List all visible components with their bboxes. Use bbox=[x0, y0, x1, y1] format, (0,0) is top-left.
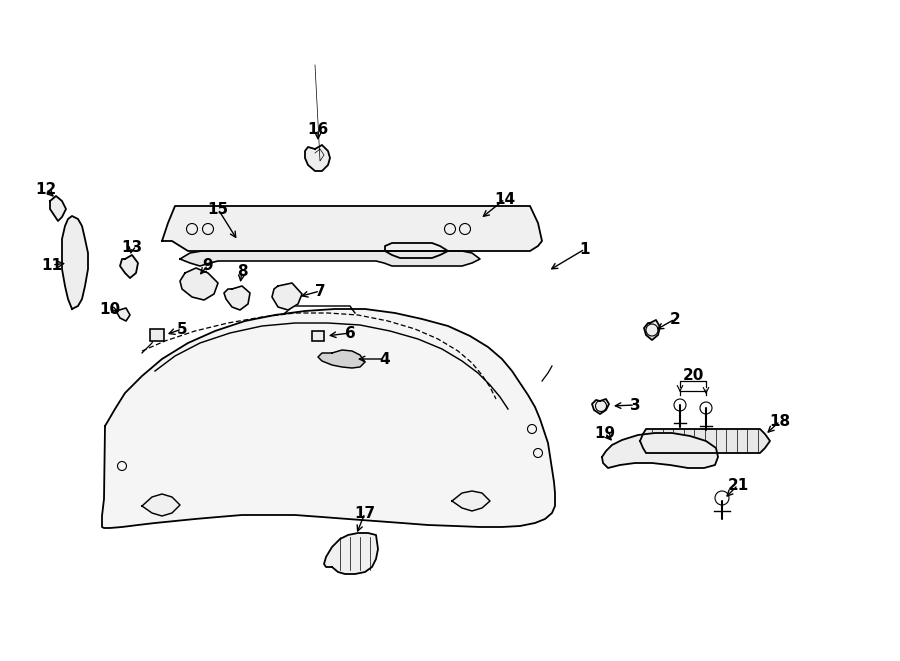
Polygon shape bbox=[324, 533, 378, 574]
Polygon shape bbox=[180, 251, 480, 266]
Polygon shape bbox=[102, 309, 555, 528]
Bar bbox=[150, 329, 164, 341]
Text: 16: 16 bbox=[308, 122, 328, 137]
Text: 5: 5 bbox=[176, 321, 187, 336]
Polygon shape bbox=[120, 255, 138, 278]
Polygon shape bbox=[602, 433, 718, 468]
Text: 20: 20 bbox=[682, 368, 704, 383]
Text: 9: 9 bbox=[202, 258, 213, 272]
Polygon shape bbox=[318, 350, 365, 368]
Text: 10: 10 bbox=[99, 301, 121, 317]
Polygon shape bbox=[452, 491, 490, 511]
Polygon shape bbox=[592, 399, 609, 414]
Text: 3: 3 bbox=[630, 397, 640, 412]
Text: 11: 11 bbox=[41, 258, 62, 272]
Text: 2: 2 bbox=[670, 311, 680, 327]
Text: 21: 21 bbox=[727, 477, 749, 492]
Text: 6: 6 bbox=[345, 325, 356, 340]
Text: 12: 12 bbox=[35, 182, 57, 196]
Polygon shape bbox=[62, 216, 88, 309]
Polygon shape bbox=[50, 196, 66, 221]
Text: 19: 19 bbox=[594, 426, 616, 440]
Polygon shape bbox=[644, 320, 660, 340]
Text: 13: 13 bbox=[122, 239, 142, 254]
Text: 14: 14 bbox=[494, 192, 516, 206]
Text: 4: 4 bbox=[380, 352, 391, 366]
Polygon shape bbox=[640, 429, 770, 453]
Text: 17: 17 bbox=[355, 506, 375, 520]
Text: 1: 1 bbox=[580, 241, 590, 256]
Text: 15: 15 bbox=[207, 202, 229, 217]
Polygon shape bbox=[116, 308, 130, 321]
Bar bbox=[312, 331, 324, 341]
Polygon shape bbox=[142, 494, 180, 516]
Polygon shape bbox=[272, 283, 302, 310]
Polygon shape bbox=[305, 145, 330, 171]
Polygon shape bbox=[162, 206, 542, 258]
Text: 18: 18 bbox=[770, 414, 790, 428]
Polygon shape bbox=[224, 286, 250, 310]
Text: 7: 7 bbox=[315, 284, 325, 299]
Text: 8: 8 bbox=[237, 264, 248, 278]
Polygon shape bbox=[180, 268, 218, 300]
